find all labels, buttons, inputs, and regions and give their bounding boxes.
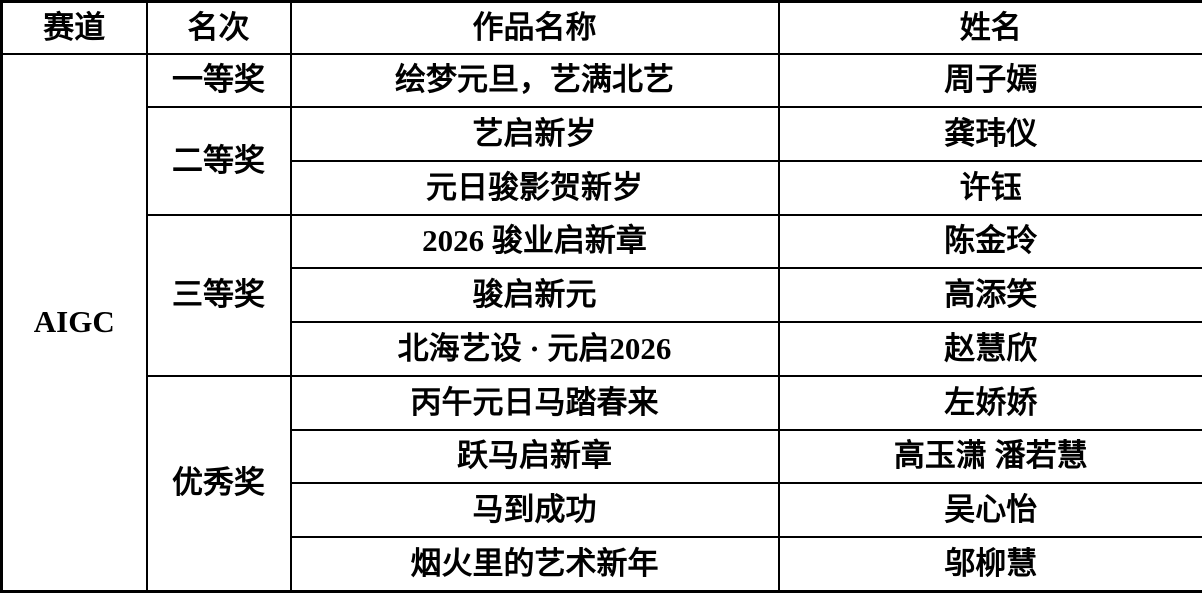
- name-cell: 吴心怡: [777, 482, 1202, 538]
- work-cell: 元日骏影贺新岁: [289, 159, 780, 216]
- table-row: 北海艺设 · 元启2026 赵慧欣: [2, 321, 1202, 377]
- header-name: 姓名: [777, 0, 1202, 55]
- table-header-row: 赛道 名次 作品名称 姓名: [0, 0, 1202, 55]
- work-cell: 烟火里的艺术新年: [289, 535, 780, 593]
- track-cell: AIGC: [0, 52, 148, 593]
- rank-cell-second-prize: 二等奖: [145, 106, 292, 216]
- name-cell: 许钰: [777, 159, 1202, 216]
- name-cell: 邬柳慧: [777, 535, 1202, 593]
- work-cell: 丙午元日马踏春来: [289, 374, 780, 431]
- work-cell: 骏启新元: [289, 267, 780, 324]
- rank-cell-third-prize: 三等奖: [145, 213, 292, 377]
- header-track: 赛道: [0, 0, 148, 55]
- work-cell: 艺启新岁: [289, 106, 780, 162]
- name-cell: 左娇娇: [777, 374, 1202, 431]
- name-cell: 周子嫣: [777, 52, 1202, 109]
- table-row: 二等奖 艺启新岁 龚玮仪: [2, 106, 1202, 216]
- work-cell: 2026 骏业启新章: [289, 213, 780, 270]
- header-rank: 名次: [145, 0, 292, 55]
- name-cell: 龚玮仪: [777, 106, 1202, 162]
- table-row: 跃马启新章 高玉潇 潘若慧: [2, 428, 1202, 485]
- name-cell: 陈金玲: [777, 213, 1202, 270]
- table-row: 马到成功 吴心怡: [2, 482, 1202, 538]
- header-work: 作品名称: [289, 0, 780, 55]
- table-row: AIGC 一等奖 绘梦元旦，艺满北艺 周子嫣: [0, 52, 1202, 593]
- work-cell: 跃马启新章: [289, 428, 780, 485]
- name-cell: 赵慧欣: [777, 321, 1202, 377]
- work-cell: 绘梦元旦，艺满北艺: [289, 52, 780, 109]
- name-cell: 高添笑: [777, 267, 1202, 324]
- name-cell: 高玉潇 潘若慧: [777, 428, 1202, 485]
- rank-cell-excellence-prize: 优秀奖: [145, 374, 292, 593]
- table-row: 骏启新元 高添笑: [2, 267, 1202, 324]
- table-row: 烟火里的艺术新年 邬柳慧: [2, 535, 1202, 593]
- table-row: 优秀奖 丙午元日马踏春来 左娇娇: [2, 374, 1202, 593]
- work-cell: 北海艺设 · 元启2026: [289, 321, 780, 377]
- work-cell: 马到成功: [289, 482, 780, 538]
- rank-cell-first-prize: 一等奖: [145, 52, 292, 109]
- table-row: 三等奖 2026 骏业启新章 陈金玲: [2, 213, 1202, 377]
- table-row: 元日骏影贺新岁 许钰: [2, 159, 1202, 216]
